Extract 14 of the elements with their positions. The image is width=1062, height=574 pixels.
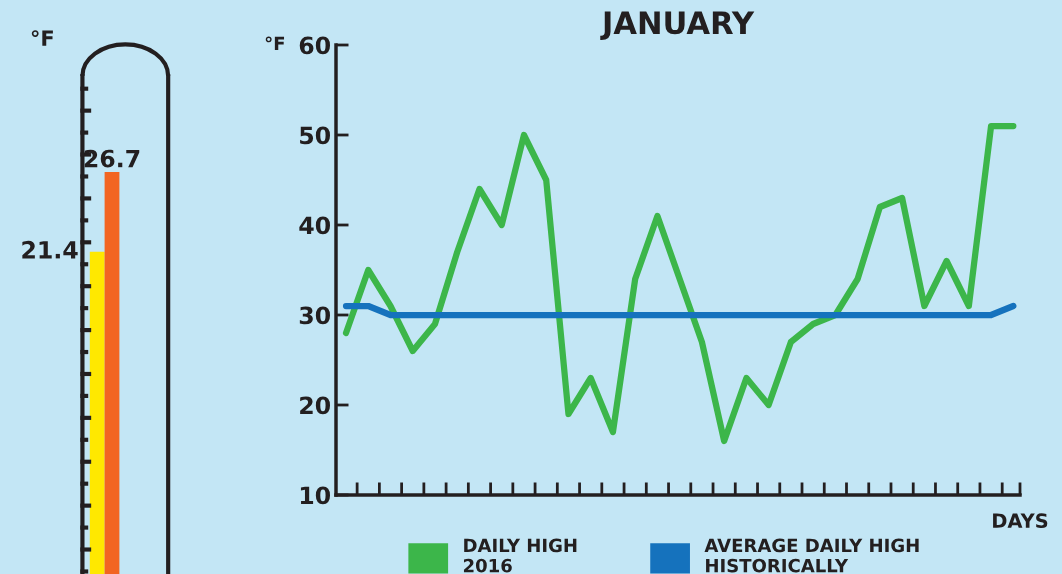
y-axis-title: °F	[31, 30, 53, 46]
y-tick-label: 60	[299, 36, 331, 55]
legend-label: DAILY HIGH 2016	[463, 538, 577, 573]
y-tick-label: 40	[299, 216, 331, 235]
y-tick-label: 20	[300, 396, 331, 415]
legend-label: AVERAGE DAILY HIGH HISTORICALLY	[704, 538, 919, 573]
chart-title: JANUARY	[600, 11, 755, 40]
y-axis-title: °F	[265, 36, 285, 50]
y-tick-label: 50	[300, 126, 331, 145]
data-label: 21.4	[22, 240, 78, 259]
y-tick-label: 30	[299, 306, 331, 325]
y-tick-label: 10	[300, 486, 331, 505]
data-label: 26.7	[84, 149, 140, 168]
x-axis-title: DAYS	[993, 513, 1048, 529]
